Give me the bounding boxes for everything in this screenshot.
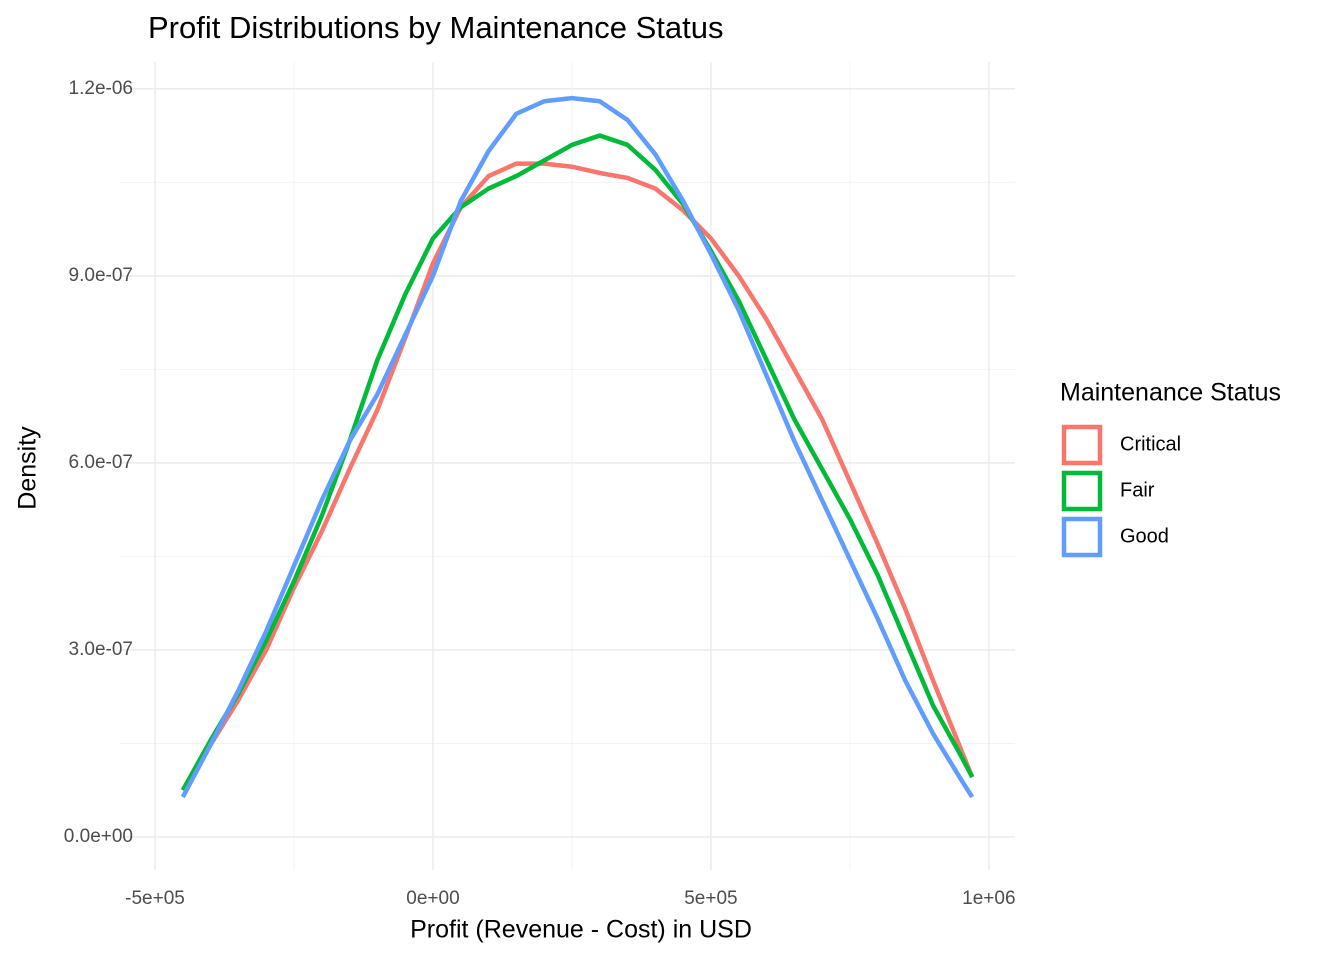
legend-label: Good bbox=[1120, 525, 1169, 547]
y-tick-label: 6.0e-07 bbox=[69, 452, 133, 473]
x-axis-label: Profit (Revenue - Cost) in USD bbox=[410, 916, 752, 944]
legend-key bbox=[1061, 470, 1103, 512]
x-tick-label: 0e+00 bbox=[406, 888, 459, 909]
legend-label: Critical bbox=[1120, 433, 1181, 455]
legend-label: Fair bbox=[1120, 479, 1155, 501]
y-tick-label: 3.0e-07 bbox=[69, 639, 133, 660]
density-line bbox=[180, 161, 975, 792]
y-axis-label: Density bbox=[14, 426, 42, 510]
y-tick-label: 1.2e-06 bbox=[69, 78, 133, 99]
x-tick-label: -5e+05 bbox=[125, 888, 185, 909]
legend-title: Maintenance Status bbox=[1060, 379, 1281, 407]
density-line bbox=[180, 95, 975, 799]
x-tick-label: 1e+06 bbox=[962, 888, 1015, 909]
y-tick-label: 0.0e+00 bbox=[64, 826, 133, 847]
density-line bbox=[180, 133, 975, 792]
chart-title: Profit Distributions by Maintenance Stat… bbox=[148, 10, 724, 45]
y-tick-label: 9.0e-07 bbox=[69, 265, 133, 286]
legend-key bbox=[1061, 424, 1103, 466]
x-tick-label: 5e+05 bbox=[684, 888, 737, 909]
legend-key bbox=[1061, 516, 1103, 558]
